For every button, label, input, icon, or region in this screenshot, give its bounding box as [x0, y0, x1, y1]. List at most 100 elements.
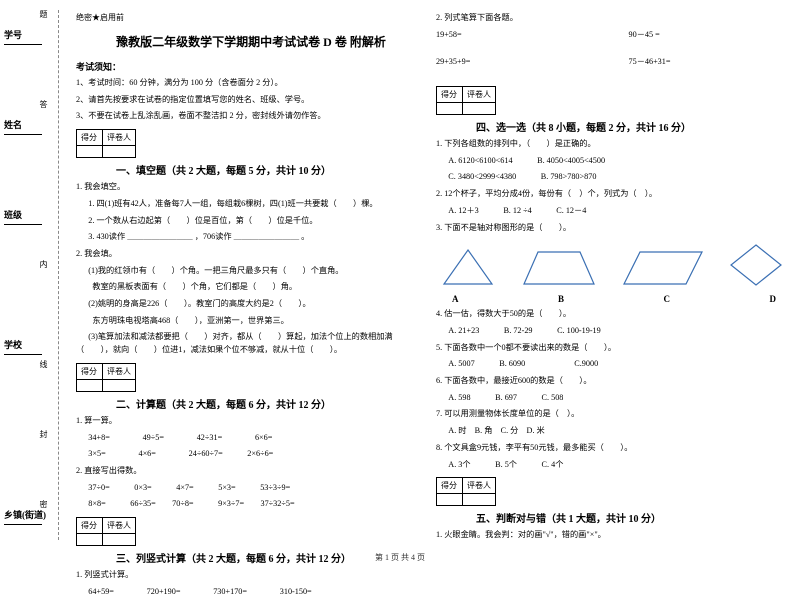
workspace	[436, 45, 786, 52]
instruction-3: 3、不要在试卷上乱涂乱画，卷面不整洁扣 2 分，密封线外请勿作答。	[76, 110, 426, 123]
seal-char: 封	[38, 430, 49, 452]
scorebox-grader: 评卷人	[103, 363, 136, 379]
s4-1a: A. 6120<6100<614 B. 4050<4005<4500	[436, 155, 786, 168]
workspace	[436, 73, 786, 80]
scorebox-score: 得分	[77, 518, 103, 534]
seal-char: 密	[38, 500, 49, 522]
seal-dash-line	[58, 10, 59, 540]
scorebox-sec5: 得分 评卷人	[436, 477, 786, 506]
section5-title: 五、判断对与错（共 1 大题，共计 10 分）	[476, 510, 786, 525]
scorebox-sec1: 得分 评卷人	[76, 129, 426, 158]
scorebox-grader: 评卷人	[463, 87, 496, 103]
gutter-line	[4, 354, 42, 355]
vert2-row1: 19+58= 90－45 =	[436, 29, 786, 41]
q1-head: 1. 我会填空。	[76, 181, 426, 194]
scorebox-score: 得分	[77, 363, 103, 379]
triangle-shape	[438, 246, 498, 288]
gutter-line	[4, 524, 42, 525]
s4-7a: A. 时 B. 角 C. 分 D. 米	[436, 425, 786, 438]
vert2-r1a: 19+58=	[436, 29, 629, 41]
parallelogram-shape	[620, 246, 706, 288]
vert2-row2: 29+35+9= 75－46+31=	[436, 56, 786, 68]
seal-char: 答	[38, 100, 49, 122]
content-area: 绝密★启用前 豫教版二年级数学下学期期中考试试卷 D 卷 附解析 考试须知： 1…	[72, 12, 792, 542]
s4-7: 7. 可以用测量物体长度单位的是（ ）。	[436, 408, 786, 421]
q2-head: 2. 我会填。	[76, 248, 426, 261]
scorebox-grader: 评卷人	[103, 130, 136, 146]
instructions-head: 考试须知：	[76, 60, 426, 73]
s4-4a: A. 21+23 B. 72-29 C. 100-19-19	[436, 325, 786, 338]
shape-row	[438, 242, 784, 288]
scorebox-score: 得分	[77, 130, 103, 146]
q1-1: 1. 四(1)班有42人，准备每7人一组，每组栽6棵树，四(1)班一共要栽（ ）…	[76, 198, 426, 211]
q2-5: (3)笔算加法和减法都要把（ ）对齐，都从（ ）算起，加法个位上的数相加满（ ）…	[76, 331, 426, 356]
q2-3: (2)姚明的身高是226（ ）。教室门的高度大约是2（ ）。	[76, 298, 426, 311]
gutter-label-banji: 班级	[4, 208, 22, 221]
q1-2: 2. 一个数从右边起第（ ）位是百位，第（ ）位是千位。	[76, 215, 426, 228]
scorebox-sec3: 得分 评卷人	[76, 517, 426, 546]
calc1-head: 1. 算一算。	[76, 415, 426, 428]
gutter-line	[4, 44, 42, 45]
s4-3: 3. 下面不是轴对称图形的是（ ）。	[436, 222, 786, 235]
label-c: C	[663, 294, 670, 304]
vert2-r2b: 75－46+31=	[629, 56, 671, 68]
right-column: 2. 列式笔算下面各题。 19+58= 90－45 = 29+35+9= 75－…	[432, 12, 792, 542]
scorebox-sec2: 得分 评卷人	[76, 363, 426, 392]
q2-4: 东方明珠电视塔高468（ ），亚洲第一，世界第三。	[76, 315, 426, 328]
scorebox-sec4: 得分 评卷人	[436, 86, 786, 115]
s4-8a: A. 3个 B. 5个 C. 4个	[436, 459, 786, 472]
q2-2: 教室的黑板表面有（ ）个角，它们都是（ ）角。	[76, 281, 426, 294]
seal-char: 内	[38, 260, 49, 282]
s4-1b: C. 3480<2999<4380 B. 798>780>870	[436, 171, 786, 184]
s4-8: 8. 个文具盒9元钱，李平有50元钱，最多能买（ ）。	[436, 442, 786, 455]
seal-char: 题	[38, 10, 49, 32]
calc2-head: 2. 直接写出得数。	[76, 465, 426, 478]
label-d: D	[769, 294, 776, 304]
instruction-2: 2、请首先按要求在试卷的指定位置填写您的姓名、班级、学号。	[76, 94, 426, 107]
gutter-label-xuexiao: 学校	[4, 338, 22, 351]
s4-1: 1. 下列各组数的排列中，（ ）是正确的。	[436, 138, 786, 151]
instruction-1: 1、考试时间：60 分钟，满分为 100 分（含卷面分 2 分）。	[76, 77, 426, 90]
vert1-head: 1. 列竖式计算。	[76, 569, 426, 582]
section1-title: 一、填空题（共 2 大题，每题 5 分，共计 10 分）	[116, 162, 426, 177]
s5-1: 1. 火眼金睛。我会判：对的画"√"，错的画"×"。	[436, 529, 786, 542]
left-column: 绝密★启用前 豫教版二年级数学下学期期中考试试卷 D 卷 附解析 考试须知： 1…	[72, 12, 432, 542]
calc2-row2: 8×8= 66÷35= 70÷8= 9×3÷7= 37÷32÷5=	[76, 498, 426, 511]
seal-char: 线	[38, 360, 49, 382]
scorebox-grader: 评卷人	[103, 518, 136, 534]
s4-6a: A. 598 B. 697 C. 508	[436, 392, 786, 405]
secret-label: 绝密★启用前	[76, 12, 426, 23]
gutter-label-xingming: 姓名	[4, 118, 22, 131]
scorebox-score: 得分	[437, 87, 463, 103]
gutter-line	[4, 134, 42, 135]
vert1-row: 64+59= 720+190= 730+170= 310-150=	[76, 586, 426, 598]
vert2-r1b: 90－45 =	[629, 29, 660, 41]
scorebox-score: 得分	[437, 478, 463, 494]
shape-labels: A B C D	[436, 294, 786, 304]
s4-4: 4. 估一估，得数大于50的是（ ）。	[436, 308, 786, 321]
exam-title: 豫教版二年级数学下学期期中考试试卷 D 卷 附解析	[76, 33, 426, 50]
s4-5a: A. 5007 B. 6090 C.9000	[436, 358, 786, 371]
vert2-r2a: 29+35+9=	[436, 56, 629, 68]
binding-gutter: 学号 姓名 班级 学校 乡镇(街道) 题 答 内 线 封 密	[4, 10, 66, 540]
rhombus-shape	[728, 242, 784, 288]
calc2-row1: 37÷0= 0×3= 4×7= 5×3= 53÷3÷9=	[76, 482, 426, 495]
s4-2: 2. 12个杯子，平均分成4份，每份有（ ）个，列式为（ ）。	[436, 188, 786, 201]
s4-5: 5. 下面各数中一个0都不要读出来的数是（ ）。	[436, 342, 786, 355]
trapezoid-shape	[520, 246, 598, 288]
scorebox-grader: 评卷人	[463, 478, 496, 494]
section2-title: 二、计算题（共 2 大题，每题 6 分，共计 12 分）	[116, 396, 426, 411]
gutter-line	[4, 224, 42, 225]
page-footer: 第 1 页 共 4 页	[0, 552, 800, 563]
q2-1: (1)我的红领巾有（ ）个角。一把三角尺最多只有（ ）个直角。	[76, 265, 426, 278]
calc1-row1: 34+8= 49÷5= 42÷31= 6×6=	[76, 432, 426, 445]
vert2-head: 2. 列式笔算下面各题。	[436, 12, 786, 25]
section4-title: 四、选一选（共 8 小题，每题 2 分，共计 16 分）	[476, 119, 786, 134]
calc1-row2: 3×5= 4×6= 24÷60÷7= 2×6÷6=	[76, 448, 426, 461]
label-a: A	[452, 294, 459, 304]
s4-6: 6. 下面各数中，最接近600的数是（ ）。	[436, 375, 786, 388]
s4-2a: A. 12＋3 B. 12 ÷4 C. 12－4	[436, 205, 786, 218]
gutter-label-xuehao: 学号	[4, 28, 22, 41]
q1-3: 3. 430读作 ＿＿＿＿＿＿＿＿ ，706读作 ＿＿＿＿＿＿＿＿ 。	[76, 231, 426, 244]
label-b: B	[558, 294, 564, 304]
